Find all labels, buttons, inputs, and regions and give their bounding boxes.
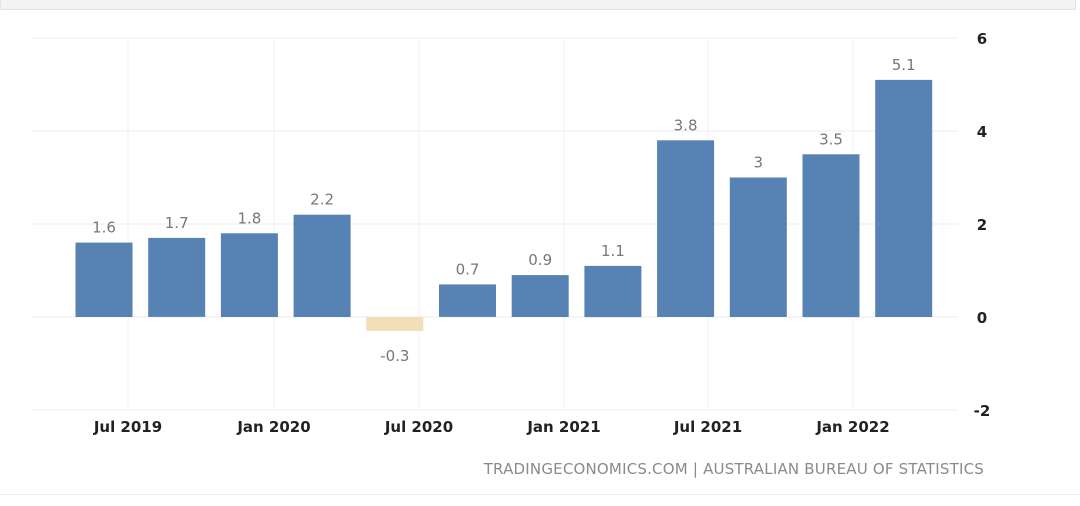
bar-value-label: 0.7 bbox=[456, 260, 480, 278]
bar-value-label: 3.8 bbox=[674, 116, 698, 134]
bar[interactable] bbox=[293, 214, 351, 317]
x-tick-label: Jan 2022 bbox=[815, 418, 889, 436]
x-tick-label: Jan 2020 bbox=[236, 418, 310, 436]
bar[interactable] bbox=[511, 275, 569, 317]
bar[interactable] bbox=[75, 242, 133, 317]
bar[interactable] bbox=[729, 177, 787, 318]
x-tick-label: Jan 2021 bbox=[526, 418, 600, 436]
y-tick-label: -2 bbox=[974, 402, 991, 420]
x-tick-label: Jul 2019 bbox=[93, 418, 162, 436]
bar-value-label: 3.5 bbox=[819, 130, 843, 148]
bar-value-label: 2.2 bbox=[310, 191, 334, 209]
x-tick-label: Jul 2021 bbox=[673, 418, 742, 436]
bar-value-label: 1.1 bbox=[601, 242, 625, 260]
source-attribution[interactable]: TRADINGECONOMICS.COM | AUSTRALIAN BUREAU… bbox=[483, 460, 984, 478]
bar-value-label: 3 bbox=[754, 154, 764, 172]
value-labels-layer: 1.6 1.7 1.8 2.2 -0.3 0.7 0.9 1.1 3.8 3 3.5 5.1 bbox=[92, 56, 916, 365]
bar[interactable] bbox=[802, 154, 860, 318]
bar[interactable] bbox=[148, 237, 206, 317]
bottom-divider bbox=[0, 494, 1080, 495]
y-tick-label: 4 bbox=[977, 123, 987, 141]
y-axis-ticks: 6 4 2 0 -2 bbox=[974, 30, 991, 420]
bar-value-label: -0.3 bbox=[380, 347, 409, 365]
y-tick-label: 0 bbox=[977, 309, 987, 327]
bar[interactable] bbox=[366, 317, 424, 331]
bars-layer bbox=[75, 79, 933, 331]
y-tick-label: 6 bbox=[977, 30, 987, 48]
bar-value-label: 1.8 bbox=[237, 209, 261, 227]
bar-value-label: 5.1 bbox=[892, 56, 916, 74]
x-tick-label: Jul 2020 bbox=[384, 418, 453, 436]
bar[interactable] bbox=[584, 265, 642, 318]
bar[interactable] bbox=[439, 284, 496, 317]
bar[interactable] bbox=[657, 140, 715, 317]
bar[interactable] bbox=[875, 79, 933, 318]
y-tick-label: 2 bbox=[977, 216, 987, 234]
bar-value-label: 0.9 bbox=[528, 251, 552, 269]
bar[interactable] bbox=[220, 233, 278, 317]
x-axis-ticks: Jul 2019 Jan 2020 Jul 2020 Jan 2021 Jul 2021… bbox=[93, 418, 890, 436]
bar-value-label: 1.6 bbox=[92, 219, 116, 237]
top-header-strip bbox=[0, 0, 1076, 10]
bar-value-label: 1.7 bbox=[165, 214, 189, 232]
